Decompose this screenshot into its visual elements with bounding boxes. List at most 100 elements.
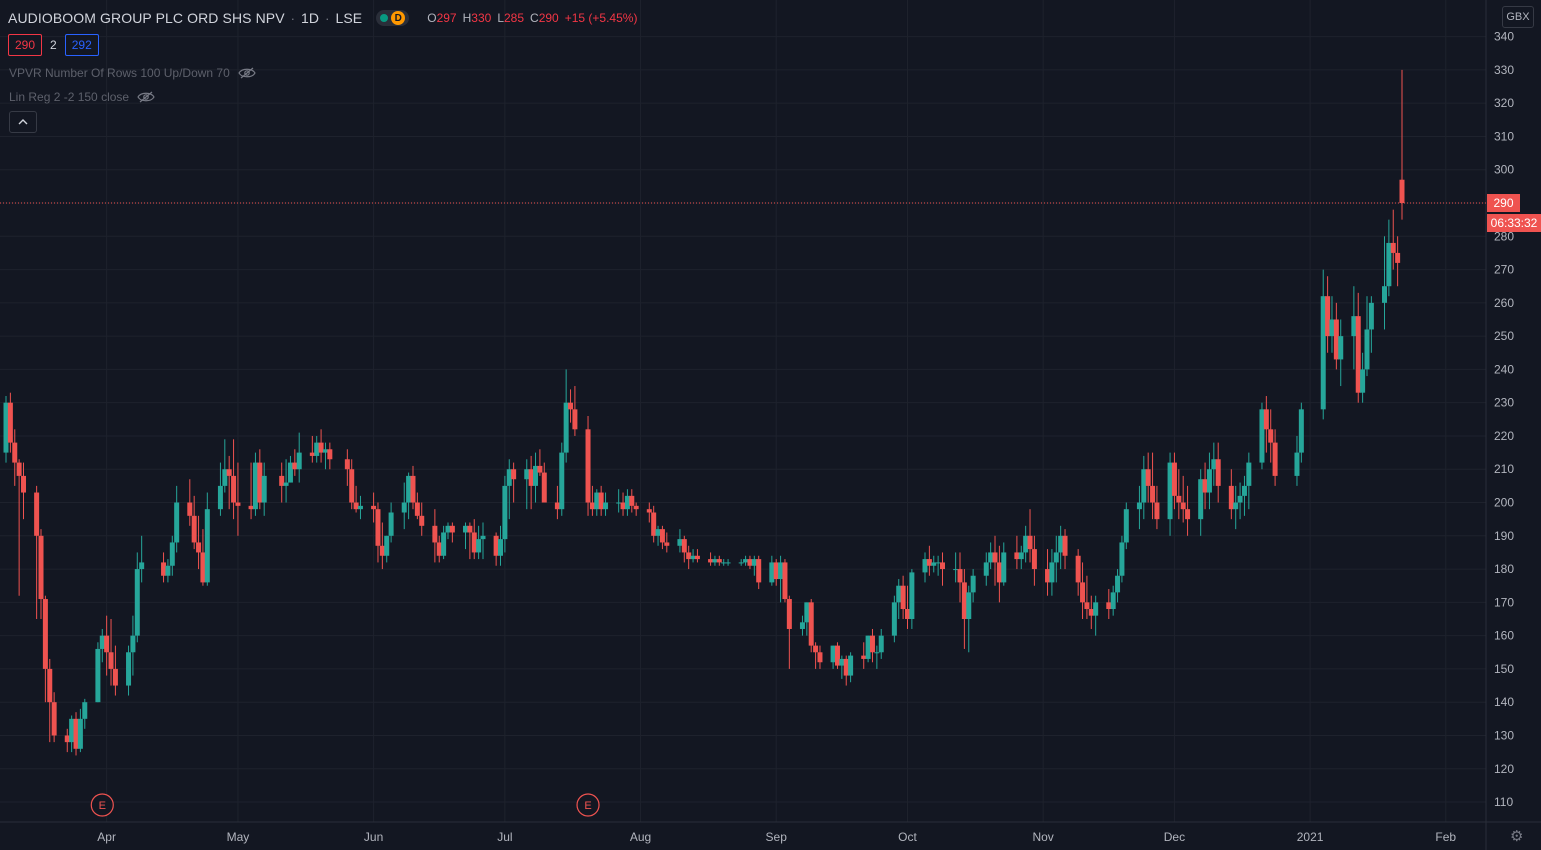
candle-body — [1399, 179, 1405, 204]
candle-body — [721, 562, 727, 564]
candle-body — [738, 562, 744, 564]
candle-body — [616, 502, 622, 504]
candle-body — [891, 602, 897, 636]
candle-body — [839, 658, 845, 666]
hidden-eye-icon[interactable] — [137, 91, 155, 103]
candle-body — [1062, 535, 1068, 556]
price-tick-label: 130 — [1494, 728, 1514, 742]
change-value: +15 (+5.45%) — [564, 11, 638, 25]
candle-body — [1123, 509, 1129, 543]
candle-body — [1167, 462, 1173, 520]
candle-body — [445, 525, 451, 533]
price-axis[interactable]: 110 120 130 140 150 160 170 180 190 200 210 220 230 2… — [1494, 30, 1514, 809]
candle-body — [432, 525, 438, 543]
candle-body — [664, 542, 670, 546]
candle-body — [1298, 409, 1304, 453]
candle-body — [677, 539, 683, 546]
candle-body — [624, 495, 630, 510]
separator: · — [290, 10, 296, 26]
price-tick-label: 220 — [1494, 429, 1514, 443]
candle-body — [992, 552, 998, 563]
candle-body — [401, 502, 407, 513]
candle-body — [1325, 296, 1331, 337]
candle-body — [1237, 495, 1243, 503]
candle-body — [21, 475, 27, 493]
last-price-label: 290 06:33:32 — [1487, 194, 1541, 233]
candle-body — [931, 562, 937, 566]
price-tick-label: 150 — [1494, 662, 1514, 676]
candle-body — [708, 559, 714, 563]
open-key: O — [427, 11, 437, 25]
candle-body — [200, 552, 206, 583]
candle-body — [996, 562, 1002, 583]
candle-body — [756, 559, 762, 583]
candle-body — [379, 545, 385, 556]
price-tick-label: 210 — [1494, 462, 1514, 476]
price-tick-label: 120 — [1494, 762, 1514, 776]
candle-body — [480, 535, 486, 540]
candle-body — [940, 562, 946, 570]
candle-body — [896, 585, 902, 603]
candle-body — [1080, 582, 1086, 603]
candle-body — [747, 559, 753, 566]
candle-body — [406, 475, 412, 503]
separator: · — [325, 10, 330, 26]
price-tick-label: 340 — [1494, 30, 1514, 44]
candle-body — [108, 652, 114, 669]
chart-settings-gear-icon[interactable]: ⚙ — [1510, 828, 1524, 845]
exchange-label: LSE — [335, 10, 363, 26]
indicator-vpvr[interactable]: VPVR Number Of Rows 100 Up/Down 70 — [9, 66, 256, 80]
candle-body — [804, 602, 810, 623]
candle-body — [537, 465, 543, 473]
candle-body — [1211, 459, 1217, 470]
candle-body — [603, 502, 609, 510]
candle-body — [712, 559, 718, 563]
candle-body — [646, 509, 652, 513]
price-tick-label: 320 — [1494, 96, 1514, 110]
candle-body — [834, 645, 840, 666]
candle-body — [344, 459, 350, 470]
candle-body — [174, 502, 180, 543]
currency-button[interactable]: GBX — [1502, 6, 1534, 28]
candle-body — [99, 635, 105, 649]
candle-body — [1268, 429, 1274, 443]
indicator-linreg[interactable]: Lin Reg 2 -2 150 close — [9, 90, 155, 104]
candle-body — [165, 565, 171, 576]
market-status-pill[interactable]: D — [376, 10, 410, 26]
candle-body — [594, 492, 600, 510]
candle-body — [904, 609, 910, 619]
collapse-indicators-button[interactable] — [9, 111, 37, 133]
candle-body — [1320, 296, 1326, 410]
candle-body — [1110, 592, 1116, 610]
candle-body — [1259, 409, 1265, 463]
candle-body — [922, 559, 928, 573]
ask-price-box[interactable]: 292 — [64, 34, 99, 56]
candle-body — [130, 635, 136, 653]
candle-body — [988, 552, 994, 563]
symbol-title[interactable]: AUDIOBOOM GROUP PLC ORD SHS NPV — [8, 10, 285, 26]
candle-body — [235, 502, 241, 506]
bid-price-box[interactable]: 290 — [8, 34, 43, 56]
candle-body — [441, 532, 447, 556]
candle-body — [633, 505, 639, 510]
candle-body — [813, 645, 819, 653]
hidden-eye-icon[interactable] — [238, 67, 256, 79]
candle-body — [498, 539, 504, 556]
candle-body — [1206, 469, 1212, 493]
candle-body — [725, 562, 731, 564]
interval-label[interactable]: 1D — [301, 10, 320, 26]
time-tick-label: Jun — [364, 830, 383, 844]
ohlc-values: O297 H330 L285 C290 +15 (+5.45%) — [427, 11, 637, 25]
candle-body — [769, 562, 775, 583]
candle-body — [1049, 562, 1055, 583]
countdown-tag — [1487, 214, 1541, 233]
candle-body — [1202, 479, 1208, 493]
candle-body — [563, 402, 569, 453]
candle-body — [869, 635, 875, 653]
time-axis[interactable]: Apr May Jun Jul Aug Sep Oct Nov Dec 2021 Feb — [97, 830, 1456, 844]
chart-legend: AUDIOBOOM GROUP PLC ORD SHS NPV · 1D · L… — [8, 8, 637, 28]
candle-body — [1014, 552, 1020, 560]
grid — [0, 0, 1486, 822]
